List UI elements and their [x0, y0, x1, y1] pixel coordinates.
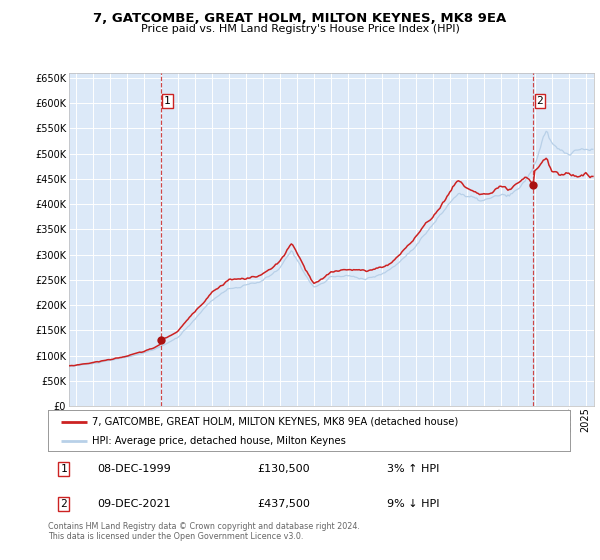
Text: 08-DEC-1999: 08-DEC-1999 — [98, 464, 172, 474]
Text: Contains HM Land Registry data © Crown copyright and database right 2024.
This d: Contains HM Land Registry data © Crown c… — [48, 522, 360, 542]
Text: 7, GATCOMBE, GREAT HOLM, MILTON KEYNES, MK8 9EA: 7, GATCOMBE, GREAT HOLM, MILTON KEYNES, … — [94, 12, 506, 25]
Text: 2: 2 — [536, 96, 544, 105]
Text: 1: 1 — [60, 464, 67, 474]
Text: 9% ↓ HPI: 9% ↓ HPI — [388, 499, 440, 509]
Text: 2: 2 — [60, 499, 67, 509]
Text: 09-DEC-2021: 09-DEC-2021 — [98, 499, 171, 509]
Text: 7, GATCOMBE, GREAT HOLM, MILTON KEYNES, MK8 9EA (detached house): 7, GATCOMBE, GREAT HOLM, MILTON KEYNES, … — [92, 417, 458, 427]
Text: 3% ↑ HPI: 3% ↑ HPI — [388, 464, 440, 474]
Text: HPI: Average price, detached house, Milton Keynes: HPI: Average price, detached house, Milt… — [92, 436, 346, 446]
Text: £130,500: £130,500 — [257, 464, 310, 474]
Text: 1: 1 — [164, 96, 171, 105]
Text: £437,500: £437,500 — [257, 499, 310, 509]
Text: Price paid vs. HM Land Registry's House Price Index (HPI): Price paid vs. HM Land Registry's House … — [140, 24, 460, 34]
